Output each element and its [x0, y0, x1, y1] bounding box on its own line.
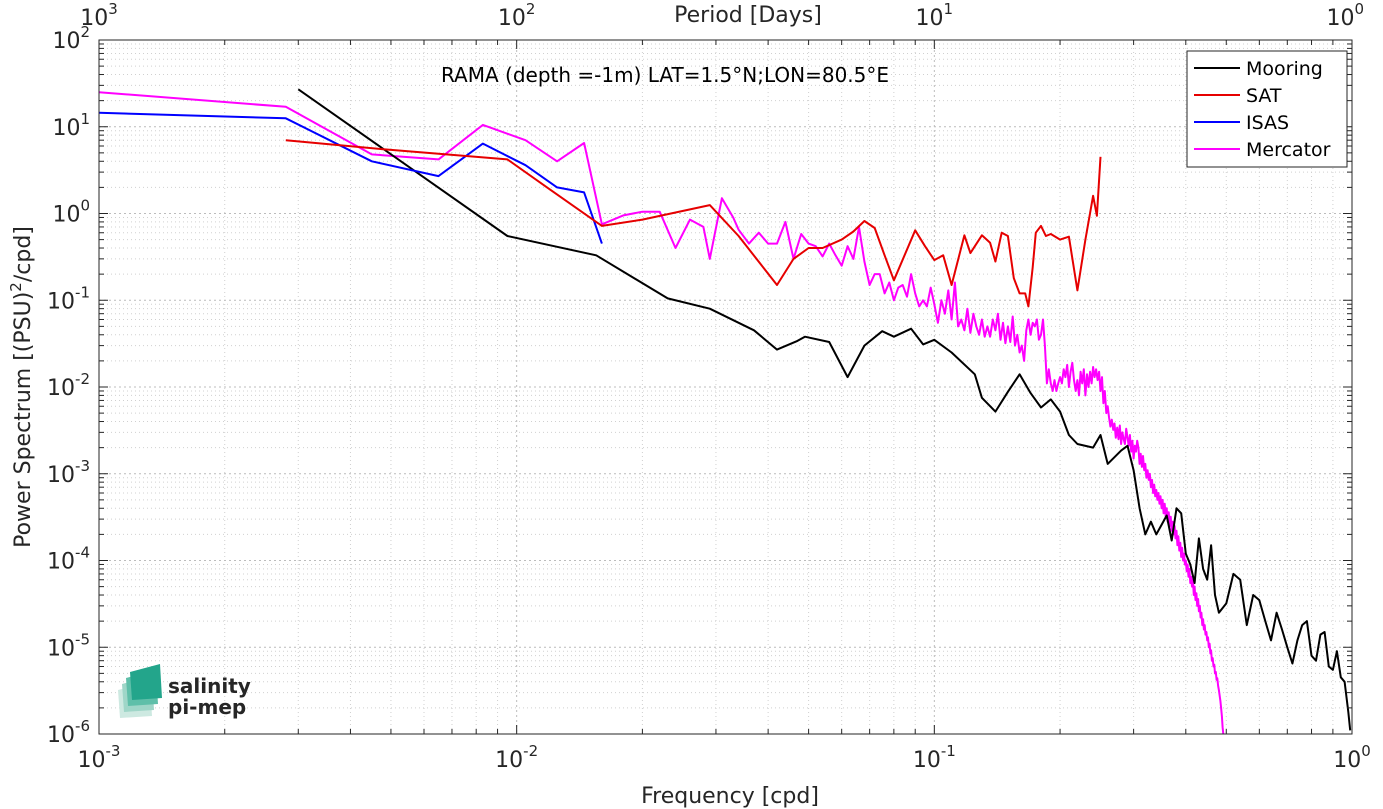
x-tick-label-3: 100 — [1333, 742, 1371, 773]
legend-label-mooring: Mooring — [1246, 58, 1323, 80]
station-annotation: RAMA (depth =-1m) LAT=1.5°N;LON=80.5°E — [441, 63, 889, 87]
y-axis-label: Power Spectrum [(PSU)2/cpd] — [7, 226, 36, 548]
y-tick-label-8: 102 — [52, 23, 90, 54]
y-tick-label-3: 10-3 — [47, 457, 90, 488]
top-axis-label: Period [Days] — [674, 3, 822, 28]
y-tick-label-0: 10-6 — [47, 717, 90, 748]
series-line-isas — [98, 111, 603, 244]
y-tick-label-6: 100 — [52, 197, 90, 228]
y-tick-label-5: 10-1 — [47, 283, 90, 314]
salinity-pi-mep-logo: salinity pi-mep — [118, 664, 251, 719]
minor-grid — [99, 40, 1352, 734]
series-line-sat — [285, 139, 1102, 308]
logo-text-pi-mep: pi-mep — [168, 695, 246, 719]
top-tick-label-2: 101 — [916, 0, 954, 31]
y-axis-label-unit: /cpd] — [11, 226, 36, 282]
series-line-mercator — [98, 91, 1225, 735]
x-tick-label-0: 10-3 — [78, 742, 121, 773]
legend-box — [1186, 50, 1348, 168]
legend-label-isas: ISAS — [1246, 112, 1289, 134]
y-tick-label-4: 10-2 — [47, 370, 90, 401]
y-tick-label-7: 101 — [52, 110, 90, 141]
y-tick-label-1: 10-5 — [47, 630, 90, 661]
series-line-mooring — [297, 88, 1352, 731]
y-axis-label-main: Power Spectrum [(PSU) — [11, 292, 36, 548]
logo-text-salinity: salinity — [168, 674, 251, 698]
x-tick-label-2: 10-1 — [913, 742, 956, 773]
y-tick-label-2: 10-4 — [47, 544, 90, 575]
top-tick-label-3: 100 — [1326, 0, 1364, 31]
y-axis-label-sup: 2 — [7, 282, 25, 292]
legend: Mooring SAT ISAS Mercator — [1186, 50, 1348, 168]
logo-mark — [118, 664, 162, 718]
legend-label-mercator: Mercator — [1246, 139, 1331, 161]
x-axis-label: Frequency [cpd] — [641, 784, 819, 809]
legend-label-sat: SAT — [1246, 85, 1282, 107]
top-tick-label-1: 102 — [498, 0, 536, 31]
top-tick-labels: 103 102 101 100 — [80, 0, 1364, 31]
x-tick-labels: 10-3 10-2 10-1 100 — [78, 742, 1371, 773]
tick-marks — [98, 39, 1353, 735]
top-tick-label-0: 103 — [80, 0, 118, 31]
x-tick-label-1: 10-2 — [495, 742, 538, 773]
series-layer — [98, 88, 1352, 735]
y-tick-labels: 10-6 10-5 10-4 10-3 10-2 10-1 100 101 102 — [47, 23, 90, 748]
